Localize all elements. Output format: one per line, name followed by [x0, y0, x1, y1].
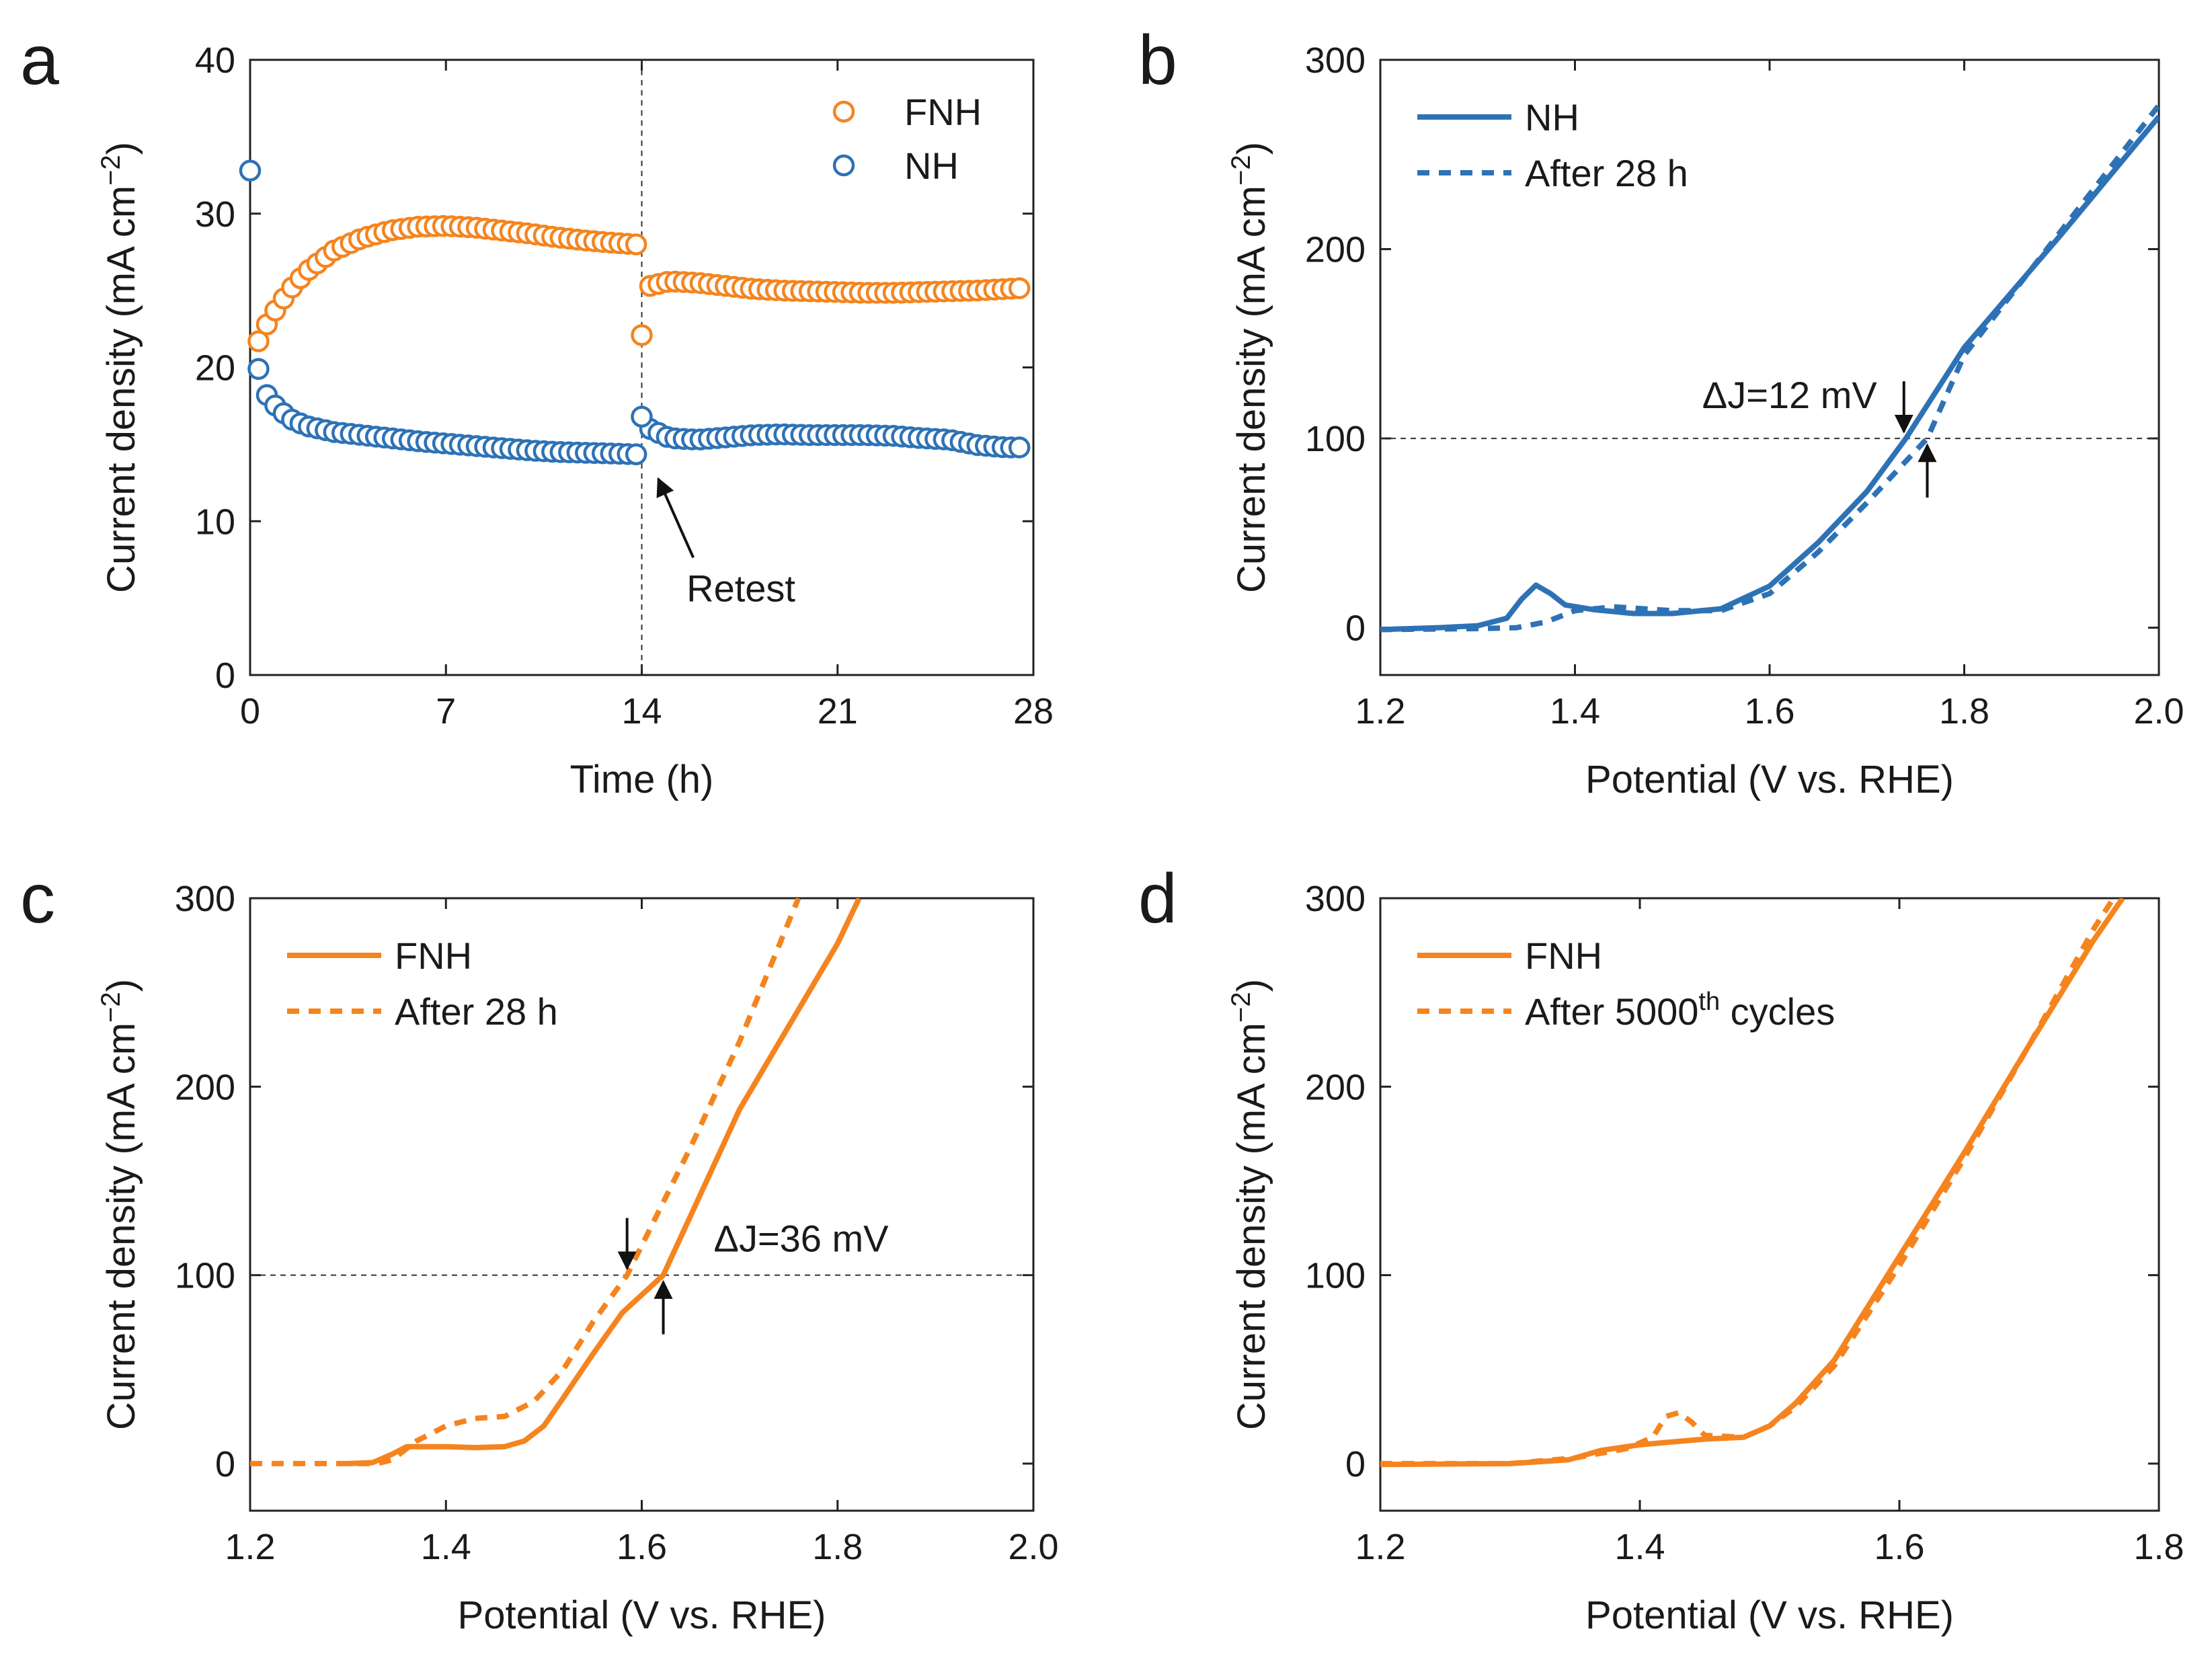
data-point-nh: [247, 358, 270, 381]
x-tick-label: 0: [240, 691, 260, 731]
x-axis-label: Potential (V vs. RHE): [458, 1593, 826, 1637]
series-line-before: [348, 898, 862, 1466]
y-axis-label-end: ): [100, 979, 143, 992]
plot-frame: [249, 897, 1035, 1512]
y-tick-label: 100: [1305, 419, 1366, 459]
y-tick-label: 300: [1305, 40, 1366, 81]
y-axis-label-sup: −2: [1226, 992, 1256, 1023]
panel-letter: d: [1138, 860, 1177, 938]
plot-frame: [1379, 897, 2160, 1512]
data-point-fnh: [247, 330, 270, 352]
x-tick-label: 1.8: [812, 1527, 863, 1567]
data-point-fnh: [631, 324, 653, 346]
x-tick-label: 1.2: [1355, 1527, 1405, 1567]
y-axis-label: Current density (mA cm−2): [96, 142, 143, 593]
y-tick-label: 30: [195, 194, 235, 235]
data-point-fnh: [625, 233, 647, 255]
x-tick-label: 1.4: [1550, 691, 1600, 731]
data-point-nh: [1008, 436, 1031, 459]
x-axis-label: Potential (V vs. RHE): [1585, 758, 1954, 801]
x-tick-label: 2.0: [2133, 691, 2184, 731]
y-tick-label: 200: [1305, 1067, 1366, 1107]
legend-label-fnh: FNH: [904, 91, 982, 133]
series-line-after: [250, 898, 801, 1466]
x-axis-label: Potential (V vs. RHE): [1585, 1593, 1954, 1637]
series-line-after: [1380, 898, 2116, 1466]
y-tick-label: 300: [175, 879, 235, 919]
y-axis-label-main: Current density (mA cm: [1230, 1023, 1273, 1430]
y-axis-label-sup: −2: [96, 992, 126, 1023]
y-axis-label-main: Current density (mA cm: [100, 1023, 143, 1430]
x-tick-label: 7: [436, 691, 456, 731]
x-tick-label: 1.2: [1355, 691, 1405, 731]
y-tick-label: 100: [175, 1256, 235, 1296]
y-axis-label: Current density (mA cm−2): [96, 979, 143, 1430]
retest-arrow: [656, 477, 695, 559]
panel-letter: b: [1138, 22, 1177, 100]
legend-label-before: NH: [1525, 96, 1579, 138]
y-tick-label: 10: [195, 502, 235, 542]
x-tick-label: 1.6: [617, 1527, 667, 1567]
legend-label-after: After 28 h: [1525, 152, 1688, 194]
legend-label-after: After 28 h: [395, 990, 558, 1033]
x-tick-label: 1.8: [2133, 1527, 2184, 1567]
panel-a: a 0 7 14 21 28 0 10 20 30 40 Time (h) Current densit…: [20, 22, 1054, 801]
y-axis-label-main: Current density (mA cm: [100, 186, 143, 593]
x-tick-label: 28: [1013, 691, 1054, 731]
data-point-nh: [631, 405, 653, 428]
delta-j-label: ΔJ=36 mV: [714, 1218, 890, 1260]
y-tick-label: 100: [1305, 1256, 1366, 1296]
panel-letter: c: [20, 860, 55, 938]
legend-label-nh: NH: [904, 145, 959, 187]
y-axis-label-end: ): [1230, 142, 1273, 155]
y-tick-label: 40: [195, 40, 235, 81]
data-point-fnh: [1008, 277, 1031, 299]
y-tick-label: 200: [1305, 230, 1366, 270]
y-axis-label: Current density (mA cm−2): [1226, 142, 1273, 593]
series-line-before: [1380, 114, 2159, 633]
x-tick-label: 1.4: [421, 1527, 471, 1567]
y-axis-label-main: Current density (mA cm: [1230, 186, 1273, 593]
x-tick-label: 1.2: [225, 1527, 275, 1567]
y-tick-label: 0: [1345, 608, 1366, 649]
retest-label: Retest: [686, 567, 795, 609]
legend-label-before: FNH: [395, 935, 472, 977]
x-axis-label: Time (h): [570, 758, 714, 801]
data-point-nh: [625, 443, 647, 465]
y-tick-label: 0: [215, 656, 235, 696]
y-axis-label: Current density (mA cm−2): [1226, 979, 1273, 1430]
panel-c: c 1.2 1.4 1.6 1.8 2.0 0 100 200 300 Potential (V v…: [20, 860, 1059, 1637]
panel-b: b 1.2 1.4 1.6 1.8 2.0 0 100 200 300 Potential (V v…: [1138, 22, 2184, 801]
panel-d: d 1.2 1.4 1.6 1.8 0 100 200 300 Potential (V vs. …: [1138, 860, 2184, 1637]
x-tick-label: 1.8: [1939, 691, 1989, 731]
data-point-nh: [239, 159, 262, 182]
x-tick-label: 2.0: [1008, 1527, 1058, 1567]
panel-letter: a: [20, 22, 59, 100]
x-tick-label: 14: [621, 691, 662, 731]
series-line-before: [1380, 898, 2125, 1468]
y-tick-label: 300: [1305, 879, 1366, 919]
x-tick-label: 1.6: [1874, 1527, 1924, 1567]
legend-label-before: FNH: [1525, 935, 1602, 977]
y-axis-label-sup: −2: [96, 155, 126, 186]
x-tick-label: 21: [818, 691, 858, 731]
y-axis-label-end: ): [100, 142, 143, 155]
series-line-after: [1380, 104, 2159, 633]
y-axis-label-sup: −2: [1226, 155, 1256, 186]
y-tick-label: 200: [175, 1067, 235, 1107]
legend-label-after: After 5000th cycles: [1525, 988, 1835, 1033]
delta-j-label: ΔJ=12 mV: [1702, 374, 1878, 416]
y-tick-label: 0: [1345, 1444, 1366, 1484]
x-tick-label: 1.6: [1744, 691, 1794, 731]
y-tick-label: 20: [195, 348, 235, 389]
x-tick-label: 1.4: [1614, 1527, 1665, 1567]
y-tick-label: 0: [215, 1444, 235, 1484]
legend-marker-nh: [832, 154, 855, 177]
y-axis-label-end: ): [1230, 979, 1273, 992]
legend-marker-fnh: [832, 100, 855, 123]
